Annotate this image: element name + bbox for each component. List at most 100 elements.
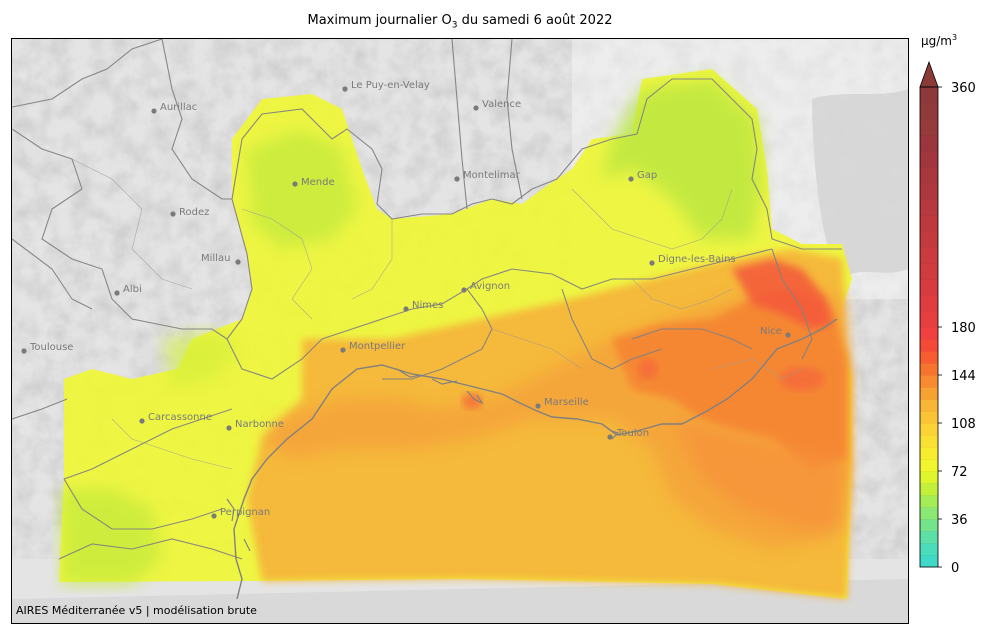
colorbar-cell [920,483,938,496]
field-green-north [247,129,357,249]
city-aurillac[interactable]: Aurillac [151,102,197,114]
colorbar-unit: µg/m3 [921,33,958,48]
svg-text:Aurillac: Aurillac [160,102,197,113]
colorbar-cell [920,231,938,248]
colorbar-cell [920,471,938,484]
colorbar-cell [920,363,938,376]
colorbar-cell [920,247,938,264]
colorbar-cell [920,167,938,184]
city-nice[interactable]: Nice [760,326,791,338]
svg-text:Marseille: Marseille [544,397,589,408]
credit-text: AIRES Méditerranée v5 | modélisation bru… [16,604,257,617]
svg-text:Nice: Nice [760,326,782,337]
city-toulouse[interactable]: Toulouse [21,342,73,354]
colorbar: 0 36 72 108 144 180 360 [919,60,976,574]
admin-boundaries [12,39,842,560]
ozone-field [59,69,852,599]
city-avignon[interactable]: Avignon [461,281,510,293]
colorbar-over-triangle [919,60,939,88]
colorbar-cell [920,495,938,508]
city-gap[interactable]: Gap [628,170,657,182]
field-hotspot-small [780,367,824,391]
colorbar-cell [920,399,938,412]
colorbar-cell [920,435,938,448]
colorbar-cell [920,351,938,364]
svg-text:Montpellier: Montpellier [349,341,406,352]
field-hotspot-small3 [462,393,482,409]
lagoons [226,368,620,552]
svg-text:Rodez: Rodez [179,207,209,218]
colorbar-tick-label: 0 [951,561,959,574]
colorbar-cell [920,87,938,104]
svg-text:Millau: Millau [201,253,230,264]
ozone-map[interactable]: Le Puy-en-Velay Aurillac Valence Mende M… [11,38,909,624]
svg-text:Montelimar: Montelimar [463,170,521,181]
sea-background [12,579,908,623]
map-title: Maximum journalier O3 du samedi 6 août 2… [307,13,613,31]
svg-text:Albi: Albi [123,284,142,295]
field-green-west [162,329,242,389]
city-mende[interactable]: Mende [292,177,335,188]
colorbar-tick-label: 144 [951,369,976,384]
colorbar-tick-label: 72 [951,465,968,480]
city-le-puy[interactable]: Le Puy-en-Velay [342,80,430,92]
colorbar-cell [920,531,938,544]
city-marseille[interactable]: Marseille [535,397,589,409]
colorbar-cell [920,327,938,340]
city-narbonne[interactable]: Narbonne [226,419,284,431]
colorbar-cell [920,311,938,328]
thin-boundaries [71,158,803,470]
colorbar-cell [920,183,938,200]
colorbar-cell [920,199,938,216]
city-nimes[interactable]: Nimes [403,300,443,312]
colorbar-cell [920,375,938,388]
svg-text:Mende: Mende [301,177,335,188]
svg-text:Carcassonne: Carcassonne [148,412,212,423]
field-hotspot-sea [672,419,847,529]
colorbar-cell [920,387,938,400]
city-montelimar[interactable]: Montelimar [454,170,521,182]
colorbar-cell [920,263,938,280]
svg-text:Avignon: Avignon [470,281,510,292]
svg-text:Toulouse: Toulouse [29,342,73,353]
field-hotspot-red [732,259,832,329]
city-montpellier[interactable]: Montpellier [340,341,406,353]
colorbar-cell [920,215,938,232]
city-rodez[interactable]: Rodez [170,207,209,218]
coastline [233,318,838,600]
colorbar-tick-label: 360 [951,81,976,96]
colorbar-ticks: 0 36 72 108 144 180 360 [938,81,976,574]
city-millau[interactable]: Millau [201,253,241,265]
cities: Le Puy-en-Velay Aurillac Valence Mende M… [21,80,791,519]
colorbar-cells [920,86,938,568]
svg-text:Toulon: Toulon [616,428,649,439]
sea-gray-italy [812,89,908,279]
city-toulon[interactable]: Toulon [607,428,649,440]
colorbar-cell [920,103,938,120]
colorbar-tick-label: 36 [951,513,968,528]
colorbar-cell [920,339,938,352]
svg-text:Le Puy-en-Velay: Le Puy-en-Velay [351,80,430,91]
city-albi[interactable]: Albi [114,284,142,296]
colorbar-cell [920,519,938,532]
colorbar-cell [920,135,938,152]
colorbar-cell [920,279,938,296]
colorbar-cell [920,295,938,312]
colorbar-cell [920,119,938,136]
colorbar-tick-label: 108 [951,417,976,432]
colorbar-cell [920,447,938,460]
city-digne[interactable]: Digne-les-Bains [649,254,736,266]
svg-text:Perpignan: Perpignan [220,507,270,518]
city-carcassonne[interactable]: Carcassonne [139,412,212,424]
colorbar-cell [920,555,938,568]
svg-text:Narbonne: Narbonne [235,419,284,430]
colorbar-cell [920,507,938,520]
colorbar-cell [920,423,938,436]
svg-text:Nimes: Nimes [412,300,443,311]
colorbar-cell [920,151,938,168]
svg-text:Gap: Gap [637,170,657,181]
city-perpignan[interactable]: Perpignan [211,507,270,519]
city-valence[interactable]: Valence [473,99,521,111]
field-hotspot-small2 [638,359,658,379]
colorbar-tick-label: 180 [951,321,976,336]
